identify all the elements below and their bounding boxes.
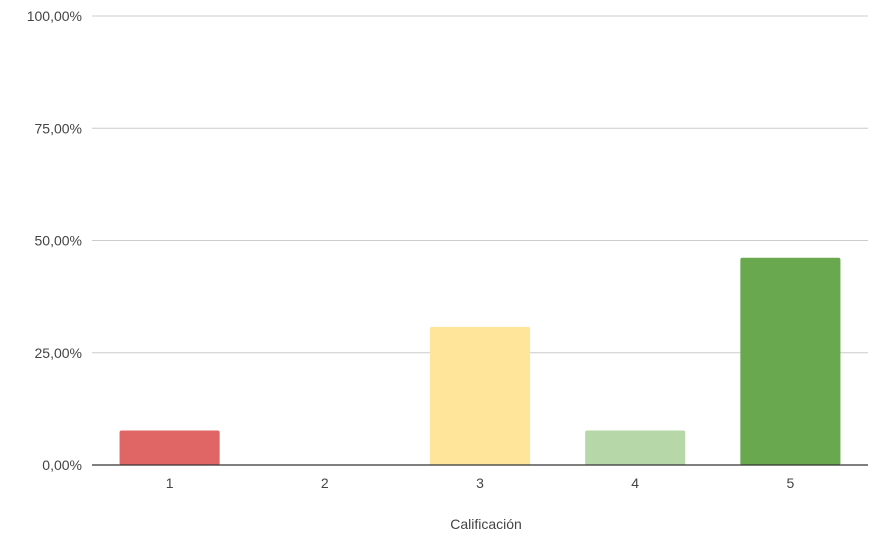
y-axis-tick-labels: 0,00% 25,00% 50,00% 75,00% 100,00% — [27, 8, 82, 473]
x-tick-label: 5 — [787, 475, 795, 491]
y-tick-label: 0,00% — [42, 457, 82, 473]
x-axis-title: Calificación — [450, 516, 522, 532]
x-tick-label: 1 — [166, 475, 174, 491]
y-tick-label: 75,00% — [35, 120, 82, 136]
x-tick-label: 2 — [321, 475, 329, 491]
bar-1 — [119, 430, 220, 465]
x-tick-label: 4 — [631, 475, 639, 491]
bar-4 — [585, 430, 686, 465]
y-tick-label: 100,00% — [27, 8, 82, 24]
x-axis-tick-labels: 1 2 3 4 5 — [166, 475, 795, 491]
y-tick-label: 25,00% — [35, 345, 82, 361]
bar-5 — [740, 257, 841, 465]
bar-3 — [429, 326, 531, 465]
y-tick-label: 50,00% — [35, 233, 82, 249]
bars — [119, 257, 841, 465]
x-tick-label: 3 — [476, 475, 484, 491]
